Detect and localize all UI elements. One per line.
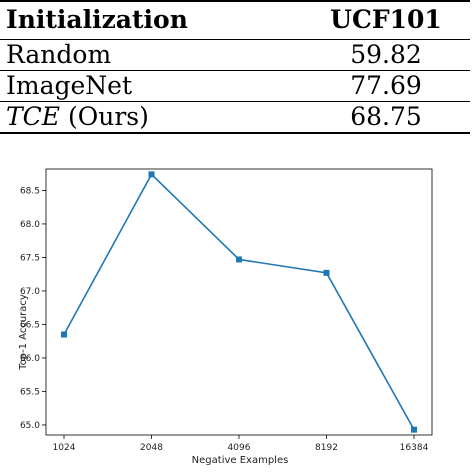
y-tick-label: 66.5	[20, 320, 40, 330]
y-tick-label: 65.5	[20, 387, 40, 397]
data-point-marker	[236, 256, 242, 263]
x-tick-label: 16384	[400, 443, 429, 453]
header-initialization: Initialization	[6, 5, 188, 34]
method-name-suffix: (Ours)	[60, 102, 149, 131]
data-point-marker	[61, 331, 67, 338]
series-markers	[61, 171, 417, 433]
axes-layer	[45, 168, 433, 436]
row-name: ImageNet	[6, 71, 133, 100]
y-tick-label: 68.0	[20, 220, 40, 230]
x-axis-label: Negative Examples	[192, 455, 289, 466]
y-tick-label: 68.5	[20, 186, 40, 196]
y-tick-label: 67.5	[20, 253, 40, 263]
header-ucf101: UCF101	[330, 5, 442, 34]
row-value: 59.82	[350, 40, 422, 69]
plot-frame	[45, 168, 433, 436]
y-tick-label: 67.0	[20, 287, 40, 297]
series-line-layer	[63, 173, 415, 431]
table-header-row: Initialization UCF101	[0, 1, 470, 40]
results-table-container: Initialization UCF101 Random 59.82 Image…	[0, 0, 472, 134]
y-ticks: 65.0 65.5 66.0 66.5 67.0 67.5 68.0 68.5	[20, 186, 46, 431]
x-tick-label: 2048	[140, 443, 163, 453]
row-value: 77.69	[350, 71, 422, 100]
data-point-marker	[323, 269, 330, 276]
data-point-marker	[411, 426, 417, 433]
y-tick-label: 66.0	[20, 354, 40, 364]
y-axis-label: Top-1 Accuracy	[18, 294, 29, 371]
x-tick-label: 4096	[228, 443, 251, 453]
row-name: Random	[6, 40, 112, 69]
accuracy-chart: 65.0 65.5 66.0 66.5 67.0 67.5 68.0 68.5 1024 204…	[0, 165, 472, 468]
results-table: Initialization UCF101 Random 59.82 Image…	[0, 0, 470, 134]
method-name-italic: TCE	[6, 102, 61, 131]
x-tick-label: 1024	[53, 443, 76, 453]
data-point-marker	[148, 171, 155, 178]
row-value: 68.75	[350, 102, 422, 131]
row-name: TCE (Ours)	[0, 102, 302, 134]
series-line	[63, 173, 415, 431]
accuracy-chart-svg: 65.0 65.5 66.0 66.5 67.0 67.5 68.0 68.5 1024 204…	[18, 168, 433, 466]
table-row: TCE (Ours) 68.75	[0, 102, 470, 134]
table-row: ImageNet 77.69	[0, 71, 470, 102]
table-row: Random 59.82	[0, 40, 470, 71]
y-tick-label: 65.0	[20, 421, 40, 431]
x-tick-label: 8192	[315, 443, 338, 453]
x-ticks: 1024 2048 4096 8192 16384	[53, 435, 429, 453]
